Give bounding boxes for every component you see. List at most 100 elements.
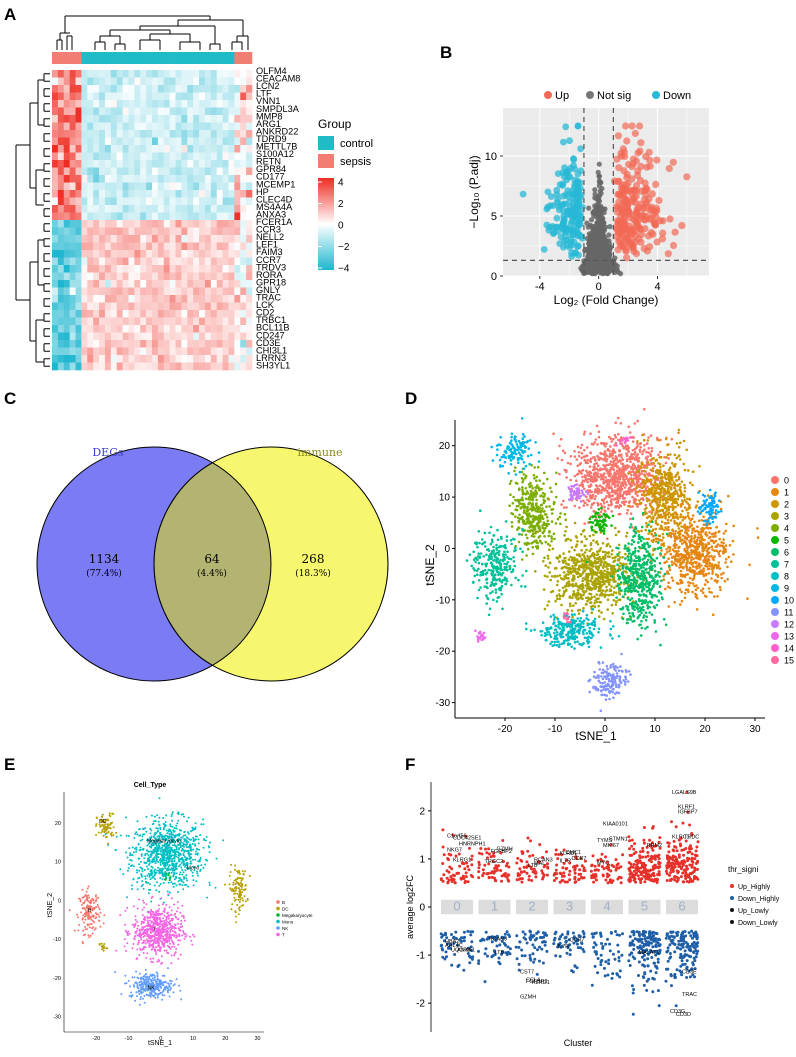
tsne-point-cluster-1 xyxy=(719,544,722,547)
tsne-point-cluster-0 xyxy=(610,510,613,513)
tsne-point-cluster-4 xyxy=(551,512,554,515)
heatmap-cell xyxy=(123,93,129,101)
heatmap-cell xyxy=(111,198,117,206)
heatmap-cell xyxy=(181,198,187,206)
heatmap-cell xyxy=(70,250,76,258)
tsne-point-cluster-1 xyxy=(679,603,682,606)
heatmap-cell xyxy=(111,70,117,78)
heatmap-cell xyxy=(193,340,199,348)
heatmap-cell xyxy=(70,273,76,281)
heatmap-cell xyxy=(52,78,58,86)
heatmap-cell xyxy=(93,100,99,108)
heatmap-cell xyxy=(187,93,193,101)
group-cell xyxy=(111,52,117,64)
tsne-point-cluster-1 xyxy=(711,572,714,575)
heatmap-cell xyxy=(187,123,193,131)
tsne-point-cluster-0 xyxy=(569,479,572,482)
heatmap-cell xyxy=(211,258,217,266)
heatmap-cell xyxy=(152,153,158,161)
heatmap-cell xyxy=(152,213,158,221)
tsne-point-cluster-2 xyxy=(645,529,648,532)
heatmap-cell xyxy=(187,85,193,93)
tsne-point-cluster-0 xyxy=(621,445,624,448)
heatmap-cell xyxy=(164,348,170,356)
heatmap-cell xyxy=(76,340,82,348)
tsne-point-cluster-1 xyxy=(704,583,707,586)
volcano-point-up xyxy=(666,165,673,172)
heatmap-cell xyxy=(70,160,76,168)
tsne-point-cluster-2 xyxy=(666,444,669,447)
heatmap-cell xyxy=(246,333,252,341)
tsne-point-cluster-0 xyxy=(583,522,586,525)
tsne-point-cluster-0 xyxy=(648,511,651,514)
tsne-point-cluster-4 xyxy=(509,493,512,496)
tsne-point-cluster-2 xyxy=(655,475,658,478)
tsne-point-cluster-0 xyxy=(605,469,608,472)
heatmap-cell xyxy=(93,333,99,341)
tsne-point-cluster-0 xyxy=(645,451,648,454)
heatmap-cell xyxy=(81,70,87,78)
heatmap-cell xyxy=(93,363,99,371)
heatmap-cell xyxy=(158,235,164,243)
heatmap-cell xyxy=(99,168,105,176)
heatmap-cell xyxy=(140,100,146,108)
heatmap-cell xyxy=(228,250,234,258)
tsne-point-cluster-2 xyxy=(664,526,667,529)
tsne-point-cluster-0 xyxy=(606,458,609,461)
heatmap-cell xyxy=(105,303,111,311)
heatmap-cell xyxy=(170,325,176,333)
heatmap-cell xyxy=(164,168,170,176)
tsne-point-cluster-2 xyxy=(689,481,692,484)
tsne-point-cluster-4 xyxy=(514,499,517,502)
tsne-point-cluster-0 xyxy=(607,507,610,510)
heatmap-cell xyxy=(123,115,129,123)
tsne-point-cluster-0 xyxy=(614,422,617,425)
heatmap-cell xyxy=(87,325,93,333)
tsne-point-cluster-3 xyxy=(619,556,622,559)
heatmap-cell xyxy=(81,355,87,363)
heatmap-cell xyxy=(117,130,123,138)
heatmap-cell xyxy=(246,280,252,288)
tsne-point-cluster-0 xyxy=(649,453,652,456)
heatmap-cell xyxy=(234,348,240,356)
heatmap-cell xyxy=(117,363,123,371)
tsne-point-cluster-0 xyxy=(586,446,589,449)
heatmap-cell xyxy=(111,145,117,153)
heatmap-cell xyxy=(217,348,223,356)
volcano-point-up xyxy=(632,130,639,137)
tsne-point-cluster-4 xyxy=(521,481,524,484)
tsne-point-cluster-2 xyxy=(665,456,668,459)
group-cell xyxy=(152,52,158,64)
heatmap-cell xyxy=(134,250,140,258)
tsne-point-cluster-2 xyxy=(652,470,655,473)
heatmap-cell xyxy=(140,168,146,176)
tsne-point-cluster-2 xyxy=(646,466,649,469)
tsne-point-cluster-2 xyxy=(662,464,665,467)
tsne-point-cluster-1 xyxy=(706,562,709,565)
heatmap-cell xyxy=(205,340,211,348)
tsne-point-cluster-0 xyxy=(606,472,609,475)
heatmap-cell xyxy=(111,153,117,161)
heatmap-cell xyxy=(211,273,217,281)
tsne-point-cluster-0 xyxy=(611,483,614,486)
tsne-point-cluster-1 xyxy=(663,515,666,518)
heatmap-cell xyxy=(164,153,170,161)
heatmap-cell xyxy=(117,288,123,296)
heatmap-cell xyxy=(76,228,82,236)
heatmap-cell xyxy=(164,288,170,296)
tsne-point-cluster-4 xyxy=(521,558,524,561)
heatmap-cell xyxy=(146,70,152,78)
volcano-point-up xyxy=(642,180,649,187)
heatmap-cell xyxy=(158,130,164,138)
tsne-point-cluster-0 xyxy=(633,453,636,456)
heatmap-cell xyxy=(205,198,211,206)
heatmap-cell xyxy=(193,355,199,363)
volcano-point-notsig xyxy=(588,233,593,238)
heatmap-cell xyxy=(176,333,182,341)
heatmap-cell xyxy=(217,100,223,108)
heatmap-cell xyxy=(93,78,99,86)
tsne-point-cluster-2 xyxy=(676,485,679,488)
heatmap-cell xyxy=(52,340,58,348)
heatmap-cell xyxy=(170,355,176,363)
heatmap-cell xyxy=(111,220,117,228)
